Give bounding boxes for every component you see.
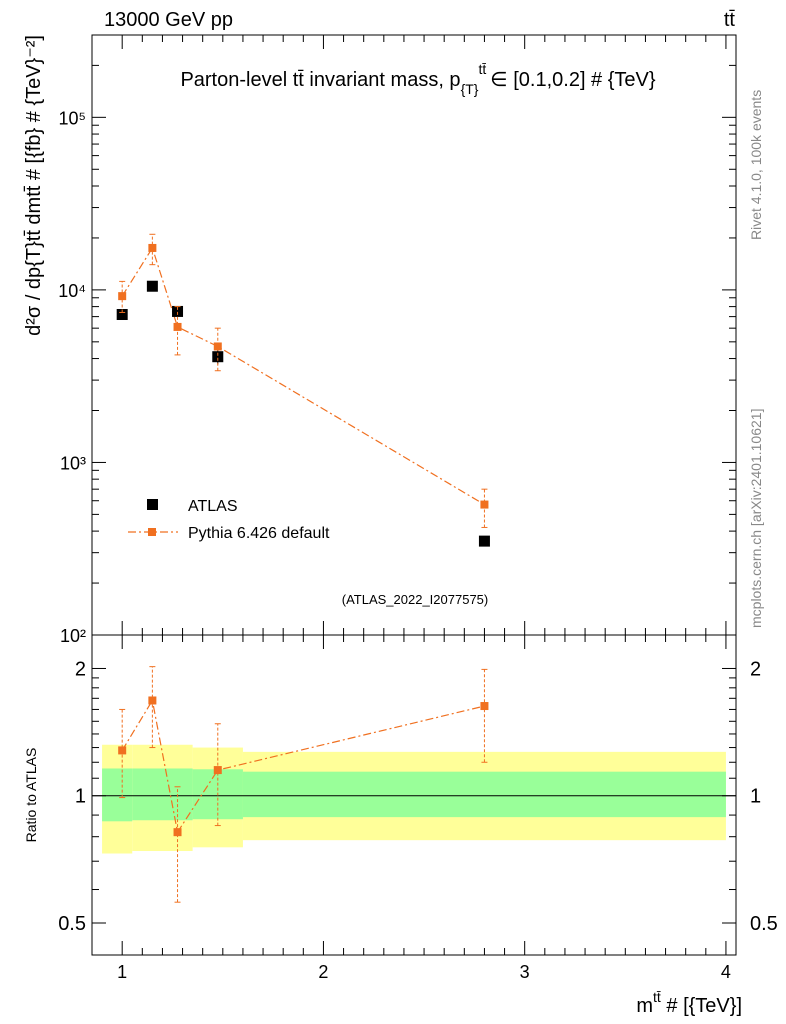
x-axis-label: mtt̄ # [{TeV}]: [636, 989, 742, 1017]
side-label-source: mcplots.cern.ch [arXiv:2401.10621]: [748, 409, 764, 628]
stat-uncertainty-band: [102, 768, 133, 822]
main-title-tail: ∈ [0.1,0.2] # {TeV}: [490, 69, 656, 91]
atlas-point: [478, 535, 490, 547]
ratio-y-tick-label: 1: [75, 786, 86, 808]
main-y-tick-label: 10³: [60, 453, 86, 473]
ratio-panel: Ratio to ATLAS 0.5 0.5 1 1 2 2 1 2 3 4 mtt̄ # [{T…: [23, 634, 778, 1017]
stat-uncertainty-band: [132, 768, 193, 821]
header-right: tt̄: [724, 9, 736, 31]
x-tick-label: 1: [117, 962, 127, 982]
x-axis-label-tail: # [{TeV}]: [661, 995, 742, 1017]
main-title-sub: {T}: [461, 81, 479, 97]
x-axis-label-sup: tt̄: [653, 989, 661, 1005]
ratio-bands: [92, 744, 736, 854]
main-ticks: 10² 10³ 10⁴ 10⁵: [58, 34, 736, 646]
ratio-y-tick-label: 0.5: [58, 913, 86, 935]
pythia-line: [121, 246, 485, 506]
x-tick-label: 2: [318, 962, 328, 982]
main-title: Parton-level tt̄ invariant mass, p{T} tt̄…: [180, 61, 655, 97]
legend-pythia-marker: [148, 528, 156, 536]
ratio-ticks: 0.5 0.5 1 1 2 2 1 2 3 4: [58, 635, 778, 982]
legend-atlas-marker: [147, 499, 158, 510]
pythia-point: [148, 243, 157, 252]
ratio-point: [480, 702, 489, 711]
legend: ATLAS Pythia 6.426 default: [128, 498, 330, 542]
atlas-point: [146, 280, 158, 292]
main-data: [116, 233, 490, 547]
ratio-point: [148, 696, 157, 705]
atlas-point: [172, 305, 184, 317]
watermark: (ATLAS_2022_I2077575): [342, 592, 488, 607]
ratio-y-tick-label-right: 0.5: [750, 913, 778, 935]
pythia-point: [480, 500, 489, 509]
pythia-point: [173, 322, 182, 331]
x-tick-label: 3: [520, 962, 530, 982]
ratio-data: [118, 666, 489, 903]
x-tick-label: 4: [721, 962, 731, 982]
main-title-sup: tt̄: [478, 61, 486, 77]
ratio-plot-frame: [91, 634, 737, 956]
legend-pythia-label: Pythia 6.426 default: [188, 525, 330, 542]
ratio-point: [213, 766, 222, 775]
main-y-tick-label: 10⁵: [59, 108, 86, 128]
ratio-point: [118, 746, 127, 755]
ratio-ylabel: Ratio to ATLAS: [23, 748, 39, 843]
ratio-point: [173, 828, 182, 837]
main-y-tick-label: 10⁴: [58, 281, 86, 301]
header-left: 13000 GeV pp: [104, 9, 233, 31]
side-label-version: Rivet 4.1.0, 100k events: [748, 90, 764, 240]
atlas-point: [212, 351, 224, 363]
stat-uncertainty-band: [242, 771, 726, 818]
main-ylabel: d²σ / dp{T}tt̄ dmtt̄ # [{fb} # {TeV}⁻²]: [23, 35, 45, 336]
legend-atlas-label: ATLAS: [188, 498, 238, 515]
atlas-point: [116, 309, 128, 321]
main-plot-frame: [91, 34, 737, 636]
ratio-y-tick-label-right: 2: [750, 658, 761, 680]
x-axis-label-main: m: [636, 995, 653, 1017]
ratio-y-tick-label-right: 1: [750, 786, 761, 808]
pythia-point: [213, 342, 222, 351]
ratio-y-tick-label: 2: [75, 658, 86, 680]
pythia-point: [118, 292, 127, 301]
main-y-tick-label: 10²: [60, 626, 86, 646]
main-panel: Parton-level tt̄ invariant mass, p{T} tt̄…: [23, 34, 737, 646]
main-title-text: Parton-level tt̄ invariant mass, p: [180, 69, 460, 91]
